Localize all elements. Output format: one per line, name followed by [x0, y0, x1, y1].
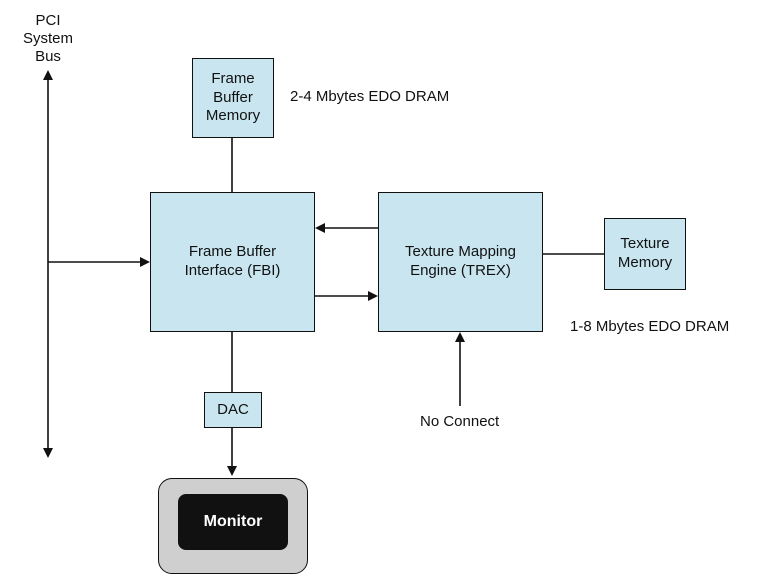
no-connect-label: No Connect [420, 413, 499, 431]
dac-box: DAC [204, 392, 262, 428]
pci-bus-label: PCISystemBus [18, 12, 78, 66]
texture-memory-label: TextureMemory [618, 235, 672, 273]
trex-box: Texture MappingEngine (TREX) [378, 192, 543, 332]
frame-buffer-memory-box: FrameBufferMemory [192, 58, 274, 138]
texture-memory-caption: 1-8 Mbytes EDO DRAM [570, 318, 729, 336]
frame-buffer-memory-label: FrameBufferMemory [206, 70, 260, 126]
dac-label: DAC [217, 401, 249, 420]
texture-memory-box: TextureMemory [604, 218, 686, 290]
fbm-caption: 2-4 Mbytes EDO DRAM [290, 88, 449, 106]
monitor-label: Monitor [204, 513, 263, 531]
fbi-box: Frame BufferInterface (FBI) [150, 192, 315, 332]
trex-label: Texture MappingEngine (TREX) [405, 243, 516, 281]
monitor-screen: Monitor [178, 494, 288, 550]
fbi-label: Frame BufferInterface (FBI) [185, 243, 281, 281]
